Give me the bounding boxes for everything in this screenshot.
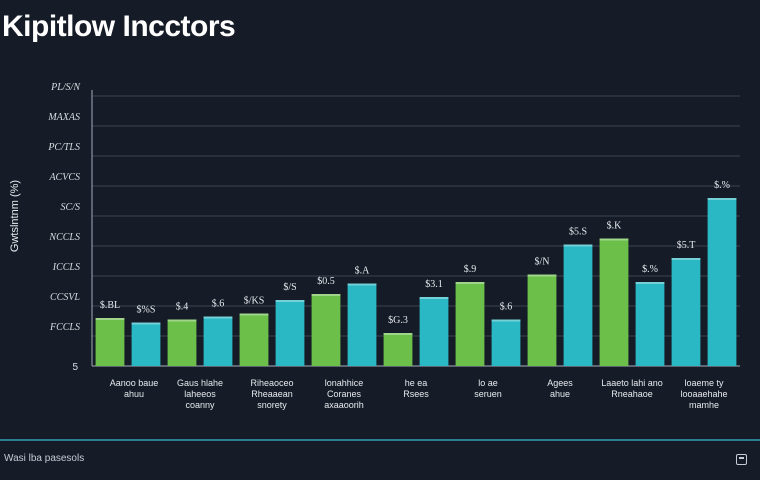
bar-green (167, 319, 197, 366)
bar-highlight (707, 198, 737, 200)
bar-green (311, 294, 341, 366)
bar-highlight (167, 319, 197, 322)
data-label: $5.S (569, 227, 587, 238)
data-label: $.BL (100, 300, 120, 311)
x-tick-label: ahuu (124, 389, 144, 399)
y-tick-label: PL/S/N (50, 82, 81, 93)
bar-green (527, 274, 557, 366)
x-tick-label: he ea (405, 378, 428, 388)
bar-green (455, 282, 485, 366)
bar-highlight (527, 274, 557, 277)
bar-highlight (95, 318, 125, 320)
bar-highlight (131, 322, 161, 325)
x-tick-label: snorety (257, 400, 287, 410)
x-tick-label: coanny (185, 400, 215, 410)
y-tick-label: ICCLS (52, 262, 80, 273)
bar-highlight (347, 283, 377, 286)
x-tick-label: ahue (550, 389, 570, 399)
bar-highlight (275, 300, 305, 302)
data-label: $5.T (677, 240, 696, 251)
bar-highlight (491, 319, 521, 322)
y-axis-label: Gwtslntnm (%) (9, 180, 21, 252)
bar-chart: PL/S/N MAXAS PC/TLS ACVCS SC/S NCCLS ICCLS CCSV… (9, 82, 740, 410)
x-tick-label: Aanoo baue (110, 378, 159, 388)
x-tick-label: axaaoorih (324, 400, 364, 410)
x-tick-label: lonahhice (325, 378, 364, 388)
data-label: $%S (137, 305, 156, 316)
data-label: $/KS (244, 296, 265, 307)
data-label: $/S (283, 282, 296, 293)
x-tick-label: Rsees (403, 389, 429, 399)
bar-teal (671, 258, 701, 366)
x-tick-label: Coranes (327, 389, 362, 399)
bar-highlight (203, 316, 233, 319)
bar-highlight (239, 313, 269, 316)
bar-teal (419, 297, 449, 366)
bar-teal (563, 244, 593, 366)
y-tick-label: ACVCS (48, 172, 80, 183)
x-tick-label: laheeos (184, 389, 216, 399)
data-label: $3.1 (425, 279, 443, 290)
x-tick-label: Laaeto lahi ano (601, 378, 663, 388)
bar-highlight (311, 294, 341, 296)
bar-highlight (383, 333, 413, 335)
y-tick-label: PC/TLS (47, 142, 80, 153)
data-label: $.6 (212, 299, 225, 310)
data-label: $.A (355, 266, 371, 277)
bar-teal (275, 300, 305, 366)
x-tick-label: Riheaoceo (250, 378, 293, 388)
bar-teal (491, 319, 521, 366)
bar-green (239, 313, 269, 366)
chart-title: Kipitlow Incctors (2, 10, 236, 43)
y-tick-label: SC/S (61, 202, 80, 213)
y-tick-label: NCCLS (48, 232, 80, 243)
bar-green (95, 318, 125, 366)
data-label: $.6 (500, 302, 513, 313)
data-label: $.9 (464, 264, 477, 275)
data-label: $.% (714, 180, 730, 191)
bar-highlight (563, 244, 593, 247)
bar-teal (347, 283, 377, 366)
x-tick-label: Rneahaoe (611, 389, 653, 399)
y-tick-label: 5 (72, 362, 78, 373)
data-label: $.K (607, 221, 623, 232)
y-tick-label: FCCLS (49, 322, 80, 333)
x-tick-label: seruen (474, 389, 502, 399)
x-tick-label: loaeme ty (684, 378, 724, 388)
bar-highlight (635, 282, 665, 284)
bar-highlight (419, 297, 449, 299)
bar-teal (203, 316, 233, 366)
bar-teal (131, 322, 161, 366)
x-tick-label: Rheaaean (251, 389, 293, 399)
bar-highlight (455, 282, 485, 284)
x-tick-label: mamhe (689, 400, 719, 410)
data-label: $.% (642, 264, 658, 275)
bar-highlight (671, 258, 701, 260)
bar-green (383, 333, 413, 366)
bar-green (599, 238, 629, 366)
divider (0, 439, 760, 441)
data-label: $/N (535, 257, 550, 268)
bar-teal (635, 282, 665, 366)
footer-text: Wasi lba pasesols (4, 453, 85, 464)
y-tick-label: MAXAS (47, 112, 80, 123)
x-tick-label: Agees (547, 378, 573, 388)
window-icon[interactable] (736, 454, 747, 465)
x-tick-label: lo ae (478, 378, 498, 388)
y-tick-label: CCSVL (50, 292, 80, 303)
bar-highlight (599, 238, 629, 241)
x-tick-label: Gaus hlahe (177, 378, 223, 388)
data-label: $0.5 (317, 276, 335, 287)
data-label: $.4 (176, 302, 189, 313)
bar-teal (707, 198, 737, 366)
data-label: $G.3 (388, 315, 408, 326)
x-tick-label: looaaehahe (680, 389, 727, 399)
